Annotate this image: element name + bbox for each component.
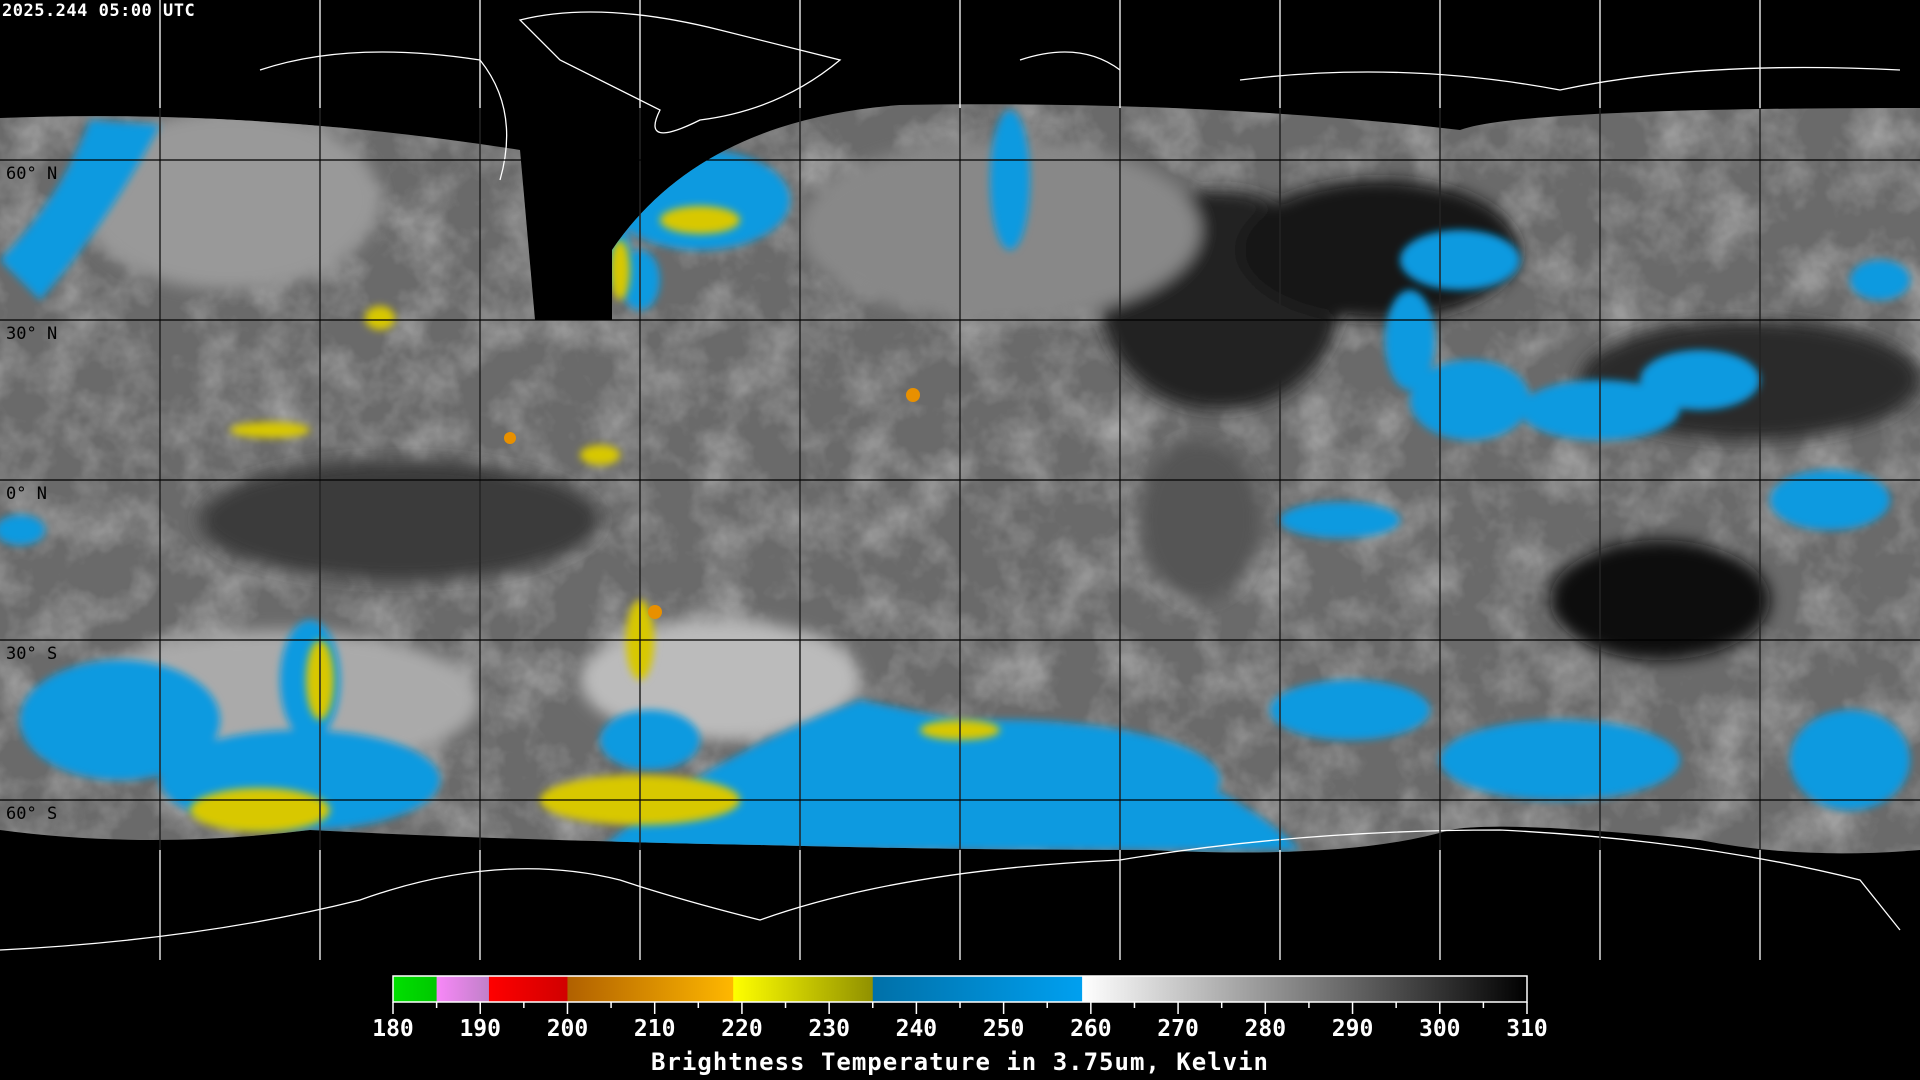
- colorbar-segment: [733, 976, 874, 1002]
- colorbar-tick-label: 190: [459, 1016, 501, 1042]
- colorbar-tick-label: 270: [1157, 1016, 1199, 1042]
- colorbar-title: Brightness Temperature in 3.75um, Kelvin: [651, 1048, 1269, 1076]
- colorbar-segments: [393, 976, 1528, 1002]
- colorbar-ticks: 180 190 200 210 220 230 240 250 260 270 280 290 300 3…: [372, 1002, 1548, 1042]
- colorbar-segment: [488, 976, 568, 1002]
- colorbar-segment: [567, 976, 734, 1002]
- colorbar-tick-label: 220: [721, 1016, 763, 1042]
- colorbar-tick-label: 240: [896, 1016, 938, 1042]
- colorbar: 180 190 200 210 220 230 240 250 260 270 280 290 300 3…: [372, 975, 1548, 1042]
- colorbar-tick-label: 230: [808, 1016, 850, 1042]
- colorbar-tick-label: 290: [1332, 1016, 1374, 1042]
- colorbar-tick-label: 310: [1506, 1016, 1548, 1042]
- lat-label-60s: 60° S: [6, 804, 58, 824]
- colorbar-segment: [1082, 976, 1528, 1002]
- colorbar-tick-label: 180: [372, 1016, 414, 1042]
- colorbar-tick-label: 280: [1245, 1016, 1287, 1042]
- colorbar-tick-label: 260: [1070, 1016, 1112, 1042]
- colorbar-segment: [436, 976, 490, 1002]
- colorbar-segment: [393, 976, 438, 1002]
- satellite-map: [0, 0, 1920, 960]
- colorbar-tick-label: 300: [1419, 1016, 1461, 1042]
- lat-label-30s: 30° S: [6, 644, 58, 664]
- coastlines: [0, 11, 1901, 951]
- colorbar-tick-label: 200: [547, 1016, 589, 1042]
- colorbar-tick-label: 210: [634, 1016, 676, 1042]
- lat-label-60n: 60° N: [6, 164, 58, 184]
- timestamp: 2025.244 05:00 UTC: [2, 1, 196, 21]
- colorbar-tick-label: 250: [983, 1016, 1025, 1042]
- lat-label-30n: 30° N: [6, 324, 58, 344]
- lat-label-0n: 0° N: [6, 484, 47, 504]
- colorbar-segment: [872, 976, 1083, 1002]
- graticule: [0, 0, 1920, 960]
